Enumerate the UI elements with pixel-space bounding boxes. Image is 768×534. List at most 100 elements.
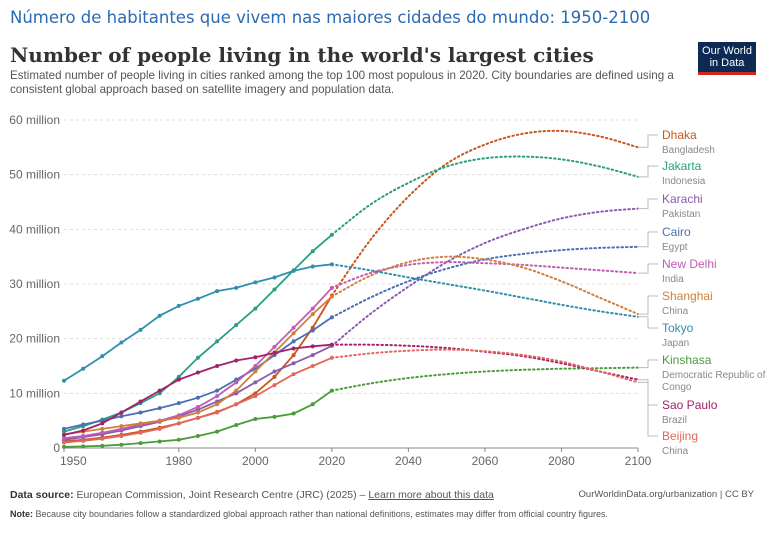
data-point-beijing [195,415,200,420]
data-point-sao-paulo [176,377,181,382]
data-point-tokyo [157,313,162,318]
data-point-beijing [157,426,162,431]
x-tick-label: 1950 [60,454,87,468]
data-point-new-delhi [81,433,86,438]
footer-attribution[interactable]: OurWorldinData.org/urbanization | CC BY [578,489,754,500]
data-point-tokyo [253,280,258,285]
data-point-sao-paulo [329,342,334,347]
x-tick-label: 2080 [548,454,575,468]
data-point-beijing [329,355,334,360]
data-point-tokyo [119,340,124,345]
data-point-karachi [253,380,258,385]
data-point-sao-paulo [157,388,162,393]
data-point-shanghai [100,426,105,431]
label-connector [638,134,658,148]
learn-more-link[interactable]: Learn more about this data [368,489,494,501]
data-point-beijing [138,430,143,435]
data-point-shanghai [234,388,239,393]
data-point-beijing [119,433,124,438]
owid-logo[interactable]: Our World in Data [698,42,756,75]
x-tick-label: 1980 [165,454,192,468]
data-point-dhaka [272,374,277,379]
data-point-karachi [310,353,315,358]
projection-line-cairo [330,245,639,319]
data-point-jakarta [215,339,220,344]
data-point-kinshasa [272,414,277,419]
data-point-new-delhi [119,426,124,431]
data-point-beijing [272,383,277,388]
data-point-kinshasa [157,439,162,444]
x-tick-label: 2040 [395,454,422,468]
data-point-karachi [291,361,296,366]
legend-country-tokyo: Japan [662,338,689,349]
data-point-tokyo [234,285,239,290]
data-point-kinshasa [119,442,124,447]
projection-line-kinshasa [330,366,639,392]
data-point-sao-paulo [215,364,220,368]
data-point-sao-paulo [310,344,315,349]
data-point-shanghai [176,415,181,420]
data-point-dhaka [253,391,258,396]
data-point-kinshasa [234,423,239,428]
data-point-sao-paulo [195,370,200,375]
data-point-karachi [272,369,277,374]
y-tick-label: 30 million [9,277,60,291]
data-point-sao-paulo [234,358,239,363]
data-point-kinshasa [310,402,315,407]
data-point-sao-paulo [81,428,86,433]
data-point-shanghai [329,294,334,299]
data-point-beijing [291,372,296,377]
x-tick-label: 2020 [319,454,346,468]
data-point-kinshasa [176,437,181,442]
y-tick-label: 20 million [9,332,60,346]
legend-country-beijing: China [662,446,689,457]
projection-line-beijing [330,348,639,384]
legend-country-line1: Democratic Republic of [662,370,766,381]
data-point-sao-paulo [291,346,296,351]
data-point-new-delhi [215,394,220,399]
data-point-new-delhi [176,413,181,418]
data-point-beijing [100,436,105,441]
data-point-kinshasa [81,444,86,449]
label-connector [638,231,658,248]
label-connector [638,198,658,210]
logo-line-2: in Data [709,57,745,69]
data-point-kinshasa [100,443,105,448]
data-point-shanghai [215,402,220,407]
data-point-new-delhi [310,306,315,311]
data-point-jakarta [272,287,277,292]
data-point-sao-paulo [119,410,124,415]
logo-line-1: Our World [702,45,752,57]
y-tick-label: 10 million [9,386,60,400]
data-point-shanghai [253,369,258,374]
legend-country-line2: Congo [662,382,692,393]
data-point-sao-paulo [62,432,66,437]
data-point-kinshasa [215,429,220,434]
data-point-kinshasa [329,388,334,393]
observed-line-karachi [63,344,333,441]
observed-line-beijing [63,356,333,444]
data-point-jakarta [310,249,315,254]
data-source: Data source: European Commission, Joint … [10,489,494,501]
data-point-jakarta [62,429,66,434]
legend-label-tokyo: Tokyo [662,321,694,335]
legend-label-karachi: Karachi [662,192,703,206]
data-point-tokyo [329,262,334,267]
legend-country-shanghai: China [662,306,689,317]
projection-line-sao-paulo [330,343,639,381]
x-tick-label: 2000 [242,454,269,468]
data-point-tokyo [195,296,200,301]
data-point-beijing [310,364,315,368]
projection-line-tokyo [330,263,639,318]
label-connector [638,165,658,178]
data-point-new-delhi [62,436,66,441]
y-tick-label: 0 [53,441,60,455]
data-point-new-delhi [253,364,258,368]
x-tick-label: 2100 [625,454,652,468]
data-point-kinshasa [195,433,200,438]
data-point-dhaka [291,353,296,358]
data-point-cairo [81,422,86,427]
label-connector [638,381,658,437]
projection-line-shanghai [330,255,639,316]
